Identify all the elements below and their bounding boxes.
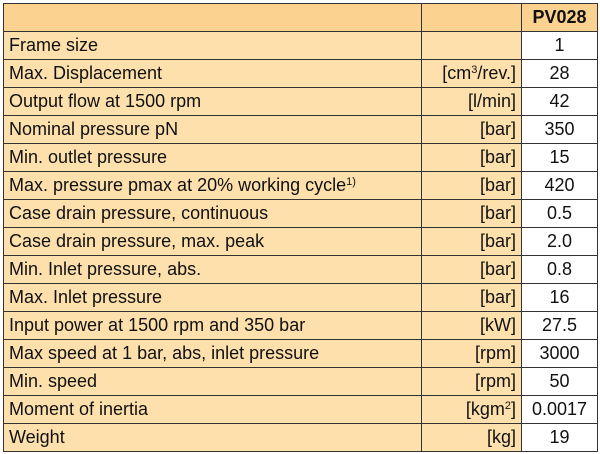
table-row: Case drain pressure, continuous [bar] 0.… <box>3 199 598 228</box>
table-row: Max. pressure pmax at 20% working cycle1… <box>3 171 598 200</box>
value-cell: 350 <box>521 115 598 144</box>
parameter-cell: Max. pressure pmax at 20% working cycle1… <box>3 171 422 200</box>
value-cell: 1 <box>521 31 598 60</box>
value-cell: 28 <box>521 59 598 88</box>
table-row: Frame size 1 <box>3 31 598 60</box>
parameter-cell: Weight <box>3 423 422 452</box>
table-row: Output flow at 1500 rpm [l/min] 42 <box>3 87 598 116</box>
parameter-cell: Output flow at 1500 rpm <box>3 87 422 116</box>
unit-cell <box>421 31 522 60</box>
parameter-cell: Min. speed <box>3 367 422 396</box>
parameter-cell: Min. Inlet pressure, abs. <box>3 255 422 284</box>
header-unit-cell <box>421 3 522 32</box>
parameter-cell: Input power at 1500 rpm and 350 bar <box>3 311 422 340</box>
parameter-cell: Max. Inlet pressure <box>3 283 422 312</box>
unit-cell: [bar] <box>421 283 522 312</box>
parameter-cell: Min. outlet pressure <box>3 143 422 172</box>
spec-table: PV028 Frame size 1 Max. Displacement [cm… <box>3 3 598 452</box>
value-cell: 50 <box>521 367 598 396</box>
footnote-marker: 1) <box>346 176 356 188</box>
unit-cell: [cm3/rev.] <box>421 59 522 88</box>
table-row: Input power at 1500 rpm and 350 bar [kW]… <box>3 311 598 340</box>
parameter-cell: Case drain pressure, max. peak <box>3 227 422 256</box>
value-cell: 420 <box>521 171 598 200</box>
unit-cell: [rpm] <box>421 339 522 368</box>
table-row: Min. Inlet pressure, abs. [bar] 0.8 <box>3 255 598 284</box>
unit-cell: [kW] <box>421 311 522 340</box>
table-header-row: PV028 <box>3 3 598 32</box>
unit-cell: [bar] <box>421 171 522 200</box>
value-cell: 3000 <box>521 339 598 368</box>
unit-cell: [kgm2] <box>421 395 522 424</box>
table-row: Max. Displacement [cm3/rev.] 28 <box>3 59 598 88</box>
table-row: Weight [kg] 19 <box>3 423 598 452</box>
parameter-cell: Case drain pressure, continuous <box>3 199 422 228</box>
unit-cell: [l/min] <box>421 87 522 116</box>
header-model-cell: PV028 <box>521 3 598 32</box>
value-cell: 16 <box>521 283 598 312</box>
unit-text-suffix: /rev.] <box>477 63 516 83</box>
table-row: Max speed at 1 bar, abs, inlet pressure … <box>3 339 598 368</box>
unit-text: [cm <box>442 63 472 83</box>
table-row: Min. outlet pressure [bar] 15 <box>3 143 598 172</box>
parameter-cell: Max. Displacement <box>3 59 422 88</box>
parameter-cell: Nominal pressure pN <box>3 115 422 144</box>
table-row: Nominal pressure pN [bar] 350 <box>3 115 598 144</box>
value-cell: 2.0 <box>521 227 598 256</box>
unit-superscript: 3 <box>471 64 478 76</box>
unit-cell: [rpm] <box>421 367 522 396</box>
table-row: Max. Inlet pressure [bar] 16 <box>3 283 598 312</box>
parameter-cell: Moment of inertia <box>3 395 422 424</box>
unit-cell: [kg] <box>421 423 522 452</box>
unit-cell: [bar] <box>421 199 522 228</box>
value-cell: 42 <box>521 87 598 116</box>
parameter-cell: Frame size <box>3 31 422 60</box>
parameter-text: Max. pressure pmax at 20% working cycle <box>9 175 347 195</box>
value-cell: 27.5 <box>521 311 598 340</box>
value-cell: 0.8 <box>521 255 598 284</box>
unit-cell: [bar] <box>421 115 522 144</box>
table-row: Case drain pressure, max. peak [bar] 2.0 <box>3 227 598 256</box>
unit-cell: [bar] <box>421 227 522 256</box>
table-row: Min. speed [rpm] 50 <box>3 367 598 396</box>
value-cell: 15 <box>521 143 598 172</box>
parameter-cell: Max speed at 1 bar, abs, inlet pressure <box>3 339 422 368</box>
unit-cell: [bar] <box>421 143 522 172</box>
value-cell: 0.0017 <box>521 395 598 424</box>
value-cell: 0.5 <box>521 199 598 228</box>
value-cell: 19 <box>521 423 598 452</box>
table-row: Moment of inertia [kgm2] 0.0017 <box>3 395 598 424</box>
unit-superscript: 2 <box>504 400 511 412</box>
unit-text: [kgm <box>465 399 505 419</box>
header-parameter-cell <box>3 3 422 32</box>
unit-text-suffix: ] <box>510 399 516 419</box>
unit-cell: [bar] <box>421 255 522 284</box>
